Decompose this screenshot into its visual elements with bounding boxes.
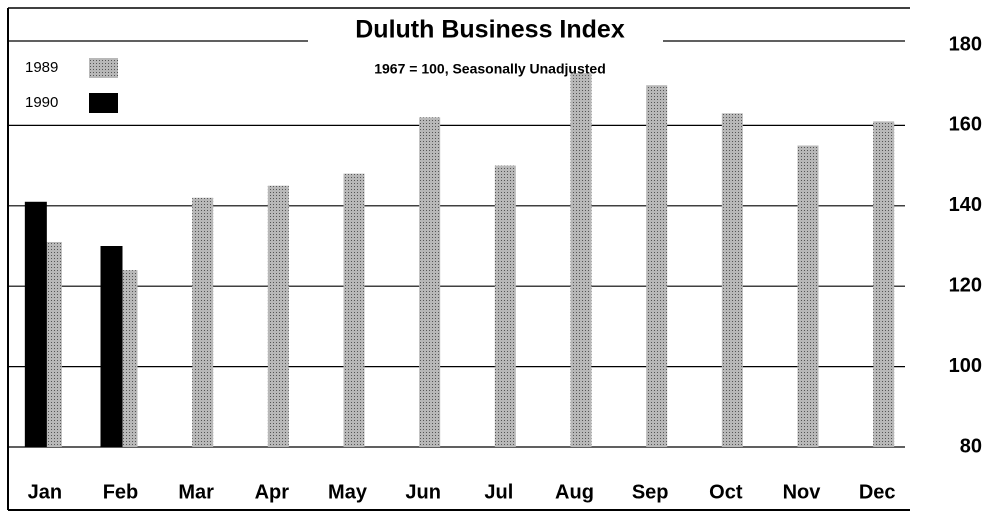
bar [797, 145, 819, 447]
x-tick-label: Apr [255, 481, 290, 503]
x-tick-label: Mar [178, 481, 214, 503]
x-tick-label: Jun [405, 481, 441, 503]
bar [24, 201, 47, 447]
x-tick-label: Sep [632, 481, 669, 503]
y-tick-label: 180 [949, 33, 982, 55]
x-tick-label: Jul [484, 481, 513, 503]
y-tick-label: 120 [949, 274, 982, 296]
bar [100, 246, 123, 447]
legend-swatch [89, 93, 118, 113]
x-tick-label: Dec [859, 481, 896, 503]
chart-title: Duluth Business Index [355, 16, 625, 44]
bar [873, 121, 895, 447]
y-tick-label: 140 [949, 194, 982, 216]
y-tick-label: 100 [949, 355, 982, 377]
x-tick-label: Feb [103, 481, 139, 503]
bar [721, 113, 743, 447]
x-tick-label: Nov [783, 481, 822, 503]
legend-label: 1989 [25, 59, 58, 76]
x-tick-label: May [328, 481, 368, 503]
y-tick-label: 160 [949, 114, 982, 136]
title-bg [308, 14, 663, 48]
bar [494, 165, 516, 447]
x-tick-label: Oct [709, 481, 743, 503]
bar [570, 73, 592, 447]
bar [192, 197, 214, 447]
y-tick-label: 80 [960, 435, 982, 457]
legend-swatch [89, 58, 118, 78]
x-tick-label: Jan [28, 481, 62, 503]
legend-label: 1990 [25, 94, 58, 111]
bar [646, 85, 668, 447]
bar [343, 173, 365, 447]
bar [267, 185, 289, 447]
chart-subtitle: 1967 = 100, Seasonally Unadjusted [374, 61, 606, 77]
bar [419, 117, 441, 448]
x-tick-label: Aug [555, 481, 594, 503]
